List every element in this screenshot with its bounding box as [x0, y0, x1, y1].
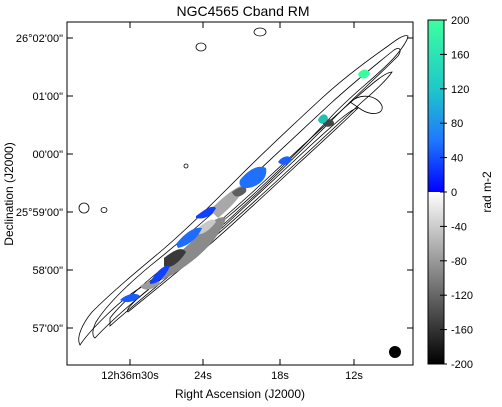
x-tick-label: 12h36m30s — [101, 370, 159, 382]
rm-pos-2 — [150, 265, 170, 284]
x-tick-label: 24s — [194, 370, 212, 382]
rm-positive-regions — [120, 69, 370, 303]
rm-pos-3 — [176, 227, 202, 248]
rm-pos-1 — [120, 293, 140, 303]
x-tick-label: 12s — [345, 370, 363, 382]
x-axis-label: Right Ascension (J2000) — [175, 387, 305, 401]
rm-pos-8 — [358, 69, 370, 79]
colorbar-tick-label: -40 — [451, 221, 467, 233]
contour-blob-2 — [253, 27, 267, 37]
chart-title: NGC4565 Cband RM — [176, 3, 309, 19]
x-tick-label: 18s — [271, 370, 289, 382]
rm-neg-4 — [232, 186, 247, 197]
plot-frame — [66, 21, 414, 366]
y-tick-label: 26°02'00" — [16, 33, 63, 45]
colorbar-ticks: 200 160 120 80 40 0 -40 -80 -120 -160 -200 — [440, 15, 473, 371]
rm-pos-7 — [318, 114, 328, 124]
y-tick-label: 01'00" — [33, 91, 64, 103]
colorbar-tick-label: 120 — [451, 84, 469, 96]
y-tick-label: 00'00" — [33, 149, 64, 161]
colorbar-tick-label: 80 — [451, 118, 463, 130]
colorbar-label: rad m-2 — [480, 171, 494, 213]
contour-right-lobe — [349, 95, 383, 114]
y-tick-label: 58'00" — [33, 265, 64, 277]
beam-marker — [389, 346, 401, 358]
contour-blob-3 — [78, 202, 90, 214]
rm-neg-2 — [164, 249, 186, 268]
colorbar-tick-label: 0 — [451, 187, 457, 199]
rm-pos-6 — [278, 156, 292, 165]
rm-pos-4 — [196, 206, 216, 219]
y-axis-label: Declination (J2000) — [2, 142, 16, 245]
colorbar-tick-label: 200 — [451, 15, 469, 27]
colorbar-tick-label: -200 — [451, 359, 473, 371]
contour-blob-1 — [195, 42, 207, 52]
colorbar-tick-label: -120 — [451, 290, 473, 302]
rm-neg-5 — [196, 219, 216, 235]
rm-pos-5 — [239, 166, 267, 188]
contour-blob-4 — [183, 163, 189, 169]
colorbar-tick-label: 40 — [451, 153, 463, 165]
colorbar-tick-label: -80 — [451, 256, 467, 268]
x-tick-labels: 12h36m30s 24s 18s 12s — [101, 370, 363, 382]
colorbar-positive — [428, 20, 444, 192]
y-tick-label: 57'00" — [33, 323, 64, 335]
y-tick-label: 25°59'00" — [16, 207, 63, 219]
y-tick-labels: 26°02'00" 01'00" 00'00" 25°59'00" 58'00"… — [16, 33, 63, 335]
contour-blob-5 — [100, 207, 108, 213]
rm-neg-1 — [160, 217, 226, 280]
contour-2 — [92, 48, 401, 339]
plot-area — [78, 27, 409, 358]
colorbar-tick-label: -160 — [451, 325, 473, 337]
colorbar: 200 160 120 80 40 0 -40 -80 -120 -160 -200 rad m-2 — [427, 15, 494, 371]
colorbar-tick-label: 160 — [451, 49, 469, 61]
tick-marks — [67, 22, 413, 365]
colorbar-negative — [428, 192, 444, 364]
